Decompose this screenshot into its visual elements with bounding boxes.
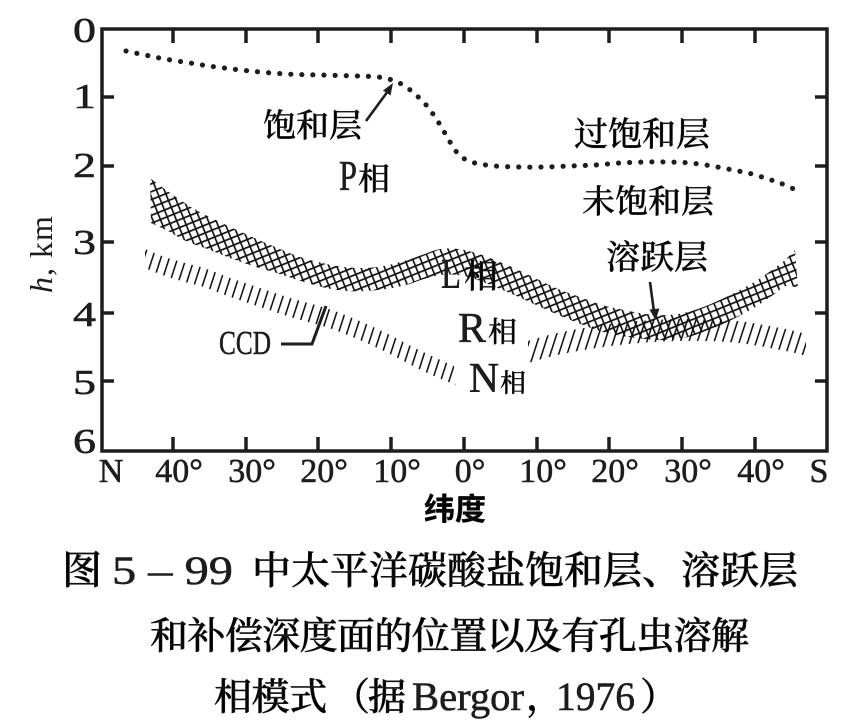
svg-text:CCD: CCD: [219, 325, 271, 362]
svg-text:S: S: [810, 453, 829, 490]
svg-text:3: 3: [73, 223, 96, 262]
svg-text:2: 2: [73, 146, 96, 185]
svg-text:R: R: [458, 306, 486, 352]
svg-text:h, km: h, km: [23, 215, 59, 293]
svg-text:30°: 30°: [228, 453, 276, 490]
svg-text:Bergor: Bergor: [412, 674, 524, 719]
svg-text:10°: 10°: [373, 453, 421, 490]
svg-text:1: 1: [73, 77, 96, 116]
svg-text:L: L: [441, 252, 461, 298]
svg-text:20°: 20°: [591, 453, 639, 490]
svg-text:30°: 30°: [664, 453, 712, 490]
svg-text:0: 0: [73, 11, 96, 50]
svg-text:40°: 40°: [737, 453, 785, 490]
svg-text:4: 4: [73, 295, 96, 334]
svg-text:5: 5: [73, 363, 96, 402]
svg-text:40°: 40°: [155, 453, 203, 490]
svg-text:P: P: [339, 154, 357, 200]
svg-text:5 – 99: 5 – 99: [112, 548, 233, 593]
svg-text:N: N: [469, 356, 499, 402]
svg-text:10°: 10°: [519, 453, 567, 490]
svg-text:1976: 1976: [556, 674, 635, 719]
svg-text:20°: 20°: [300, 453, 348, 490]
svg-text:6: 6: [73, 422, 96, 461]
svg-text:N: N: [99, 453, 124, 490]
svg-text:0°: 0°: [455, 453, 486, 490]
